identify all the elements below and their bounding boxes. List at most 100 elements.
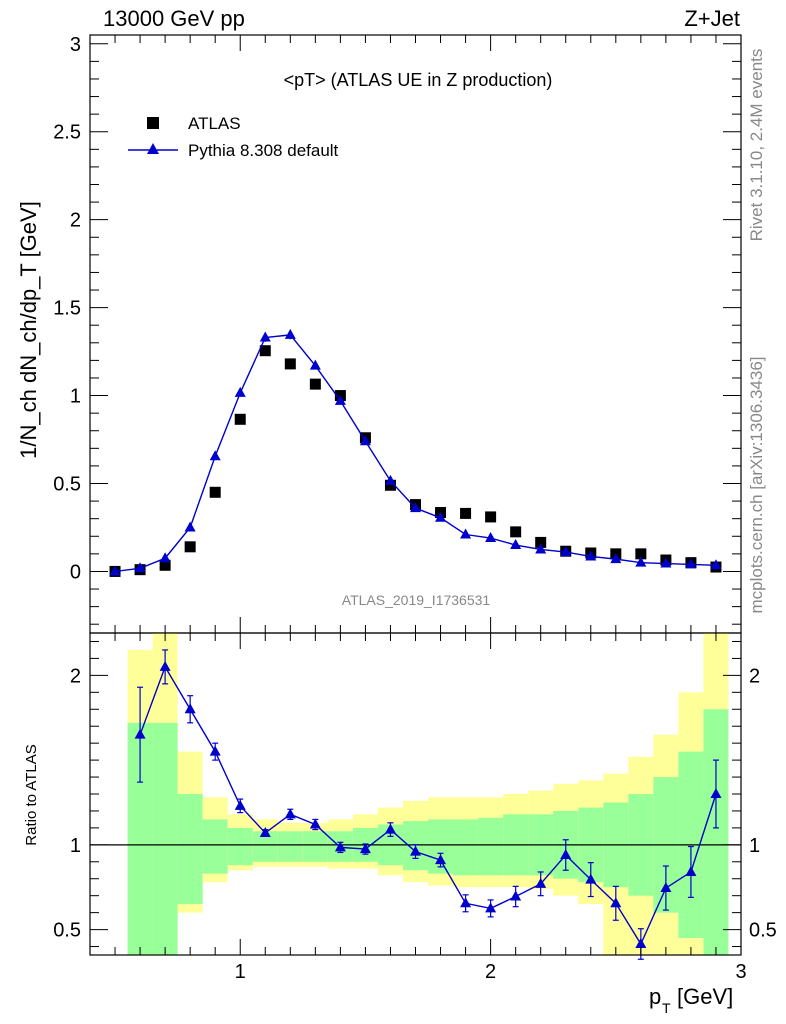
ratio-data-point — [610, 897, 622, 908]
ratio-data-point — [460, 897, 472, 908]
header-left-label: 13000 GeV pp — [103, 6, 245, 31]
ratio-axes: 0.5 0.5 1 1 2 2 1 2 3 — [53, 632, 777, 983]
analysis-watermark: ATLAS_2019_I1736531 — [342, 592, 491, 608]
legend-pythia-label: Pythia 8.308 default — [188, 141, 339, 160]
pythia-data-point — [134, 562, 146, 573]
pythia-data-point — [309, 359, 321, 370]
ratio-data-point — [134, 728, 146, 739]
ratio-data-point — [635, 937, 647, 948]
x-axis-label: p T [GeV] — [649, 984, 733, 1016]
x-tick-label: 3 — [735, 961, 746, 983]
main-y-tick-label: 1.5 — [53, 298, 81, 320]
legend-atlas-label: ATLAS — [188, 114, 241, 133]
pythia-data-point — [485, 532, 497, 543]
pythia-data-point — [334, 394, 346, 405]
band-green — [227, 827, 253, 866]
band-green — [202, 819, 228, 874]
ratio-y-tick-label-right: 1 — [749, 835, 760, 857]
ratio-data-point — [284, 808, 296, 819]
ratio-data-point — [384, 823, 396, 834]
ratio-data-point — [159, 660, 171, 671]
ratio-data-point — [259, 826, 271, 837]
pythia-data-point — [284, 328, 296, 339]
atlas-data-point — [460, 507, 472, 519]
x-axis-label-p: p — [649, 984, 661, 1009]
main-chart-title: <pT> (ATLAS UE in Z production) — [284, 70, 553, 90]
band-green — [478, 817, 504, 876]
ratio-data-point — [435, 854, 447, 865]
pythia-data-point — [635, 556, 647, 567]
ratio-data-point — [209, 745, 221, 756]
pythia-data-point — [660, 557, 672, 568]
x-axis-label-sub: T — [662, 1000, 671, 1016]
pythia-data-point — [109, 565, 121, 576]
main-series-layer — [109, 328, 722, 577]
x-tick-label: 2 — [485, 961, 496, 983]
pythia-data-point — [535, 543, 547, 554]
atlas-data-point — [259, 345, 271, 357]
ratio-data-point — [685, 865, 697, 876]
ratio-data-point — [184, 703, 196, 714]
pythia-data-point — [560, 546, 572, 557]
main-panel: <pT> (ATLAS UE in Z production) ATLAS_20… — [16, 34, 742, 634]
ratio-data-point — [535, 877, 547, 888]
pythia-data-point — [159, 552, 171, 563]
atlas-data-point — [284, 358, 296, 370]
atlas-data-point — [234, 413, 246, 425]
atlas-data-point — [535, 536, 547, 548]
pythia-data-point — [585, 550, 597, 561]
pythia-data-point — [384, 474, 396, 485]
ratio-y-tick-label-right: 0.5 — [749, 920, 777, 942]
ratio-data-point — [485, 902, 497, 913]
band-green — [453, 819, 479, 876]
pythia-data-point — [410, 502, 421, 513]
band-green — [277, 831, 303, 862]
main-y-tick-label: 2 — [70, 210, 81, 232]
ratio-data-point — [410, 845, 421, 856]
ratio-y-tick-label-right: 2 — [749, 665, 760, 687]
atlas-data-point — [209, 486, 221, 498]
main-y-tick-label: 1 — [70, 386, 81, 408]
ratio-data-point — [660, 882, 672, 893]
ratio-y-axis-label: Ratio to ATLAS — [23, 744, 40, 845]
band-green — [302, 831, 328, 862]
main-y-tick-label: 0.5 — [53, 474, 81, 496]
pythia-data-point — [359, 435, 371, 446]
atlas-data-point — [485, 511, 497, 523]
ratio-data-point — [560, 849, 572, 860]
main-y-tick-label: 3 — [70, 34, 81, 56]
legend-pythia-marker — [147, 143, 159, 154]
main-y-axis-label: 1/N_ch dN_ch/dp_T [GeV] — [16, 201, 41, 459]
pythia-data-point — [460, 528, 472, 539]
ratio-uncertainty-bands — [127, 633, 729, 955]
ratio-series-layer — [90, 649, 741, 960]
pythia-data-point — [234, 386, 246, 397]
pythia-data-point — [510, 539, 522, 550]
atlas-data-point — [309, 378, 321, 390]
band-green — [703, 709, 729, 955]
x-axis-label-unit: [GeV] — [677, 984, 733, 1009]
x-tick-label: 1 — [235, 961, 246, 983]
ratio-data-point — [359, 843, 371, 854]
ratio-y-tick-label-left: 1 — [70, 835, 81, 857]
ratio-data-point — [585, 873, 597, 884]
atlas-data-point — [635, 548, 647, 560]
atlas-data-point — [384, 479, 396, 491]
legend: ATLAS Pythia 8.308 default — [128, 114, 339, 160]
pythia-data-point — [259, 331, 271, 342]
ratio-data-point — [334, 841, 346, 852]
rivet-version-label: Rivet 3.1.10, 2.4M events — [747, 49, 766, 242]
atlas-data-point — [159, 559, 171, 571]
pythia-data-point — [685, 558, 697, 569]
atlas-data-point — [184, 541, 196, 553]
band-green — [177, 794, 203, 905]
pythia-data-point — [435, 511, 447, 522]
ratio-data-point — [234, 799, 246, 810]
main-y-tick-label: 0 — [70, 561, 81, 583]
ratio-pythia-line — [139, 665, 717, 946]
atlas-data-point — [510, 526, 522, 538]
ratio-data-point — [510, 890, 522, 901]
main-y-tick-label: 2.5 — [53, 122, 81, 144]
band-green — [152, 722, 178, 955]
